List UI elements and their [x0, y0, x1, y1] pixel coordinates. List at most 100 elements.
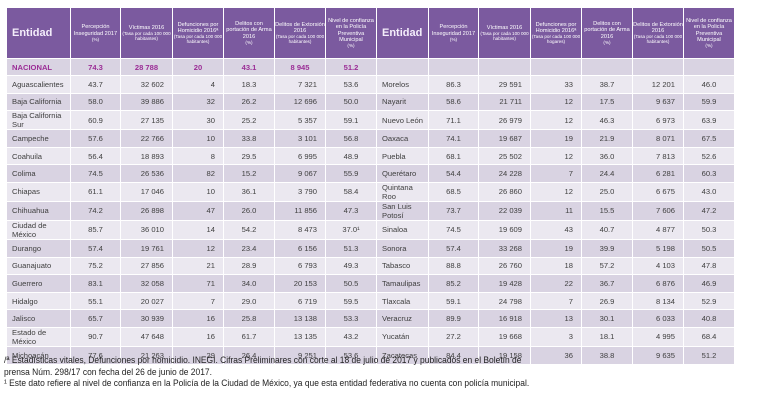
cell-value: 18 [530, 256, 582, 276]
cell-value: 26 860 [478, 181, 531, 202]
cell-value: 22 [530, 274, 582, 293]
cell-value: 7 [172, 291, 224, 311]
cell-value: 30 939 [120, 309, 173, 328]
cell-value: 39 886 [120, 92, 173, 112]
cell-value: 6 675 [632, 181, 684, 202]
cell-value: 6 973 [632, 110, 684, 131]
cell-value: 57.6 [70, 129, 121, 148]
header-right-col-1-subtitle: (Tasa por cada 100 000 habitantes) [480, 31, 529, 42]
cell-value: 26 536 [120, 164, 173, 183]
table-row: Ciudad de México 85.7 36 010 14 54.2 8 473 37.… [6, 219, 735, 240]
cell-value: 82 [172, 164, 224, 183]
header-left-col-4: Delitos de Extorsión 2016 (Tasa por cada … [274, 7, 326, 59]
cell-value: 43.2 [325, 326, 377, 347]
cell-value: 47 648 [120, 326, 173, 347]
cell-value: 12 [530, 92, 582, 112]
cell-value: 47.2 [683, 200, 735, 221]
header-left-col-5-subtitle: (%) [347, 43, 355, 49]
header-left-col-2: Defunciones por Homicidio 2016ª (Tasa por… [172, 7, 224, 59]
cell-value: 53.6 [325, 75, 377, 94]
cell-value: 39.9 [581, 238, 633, 258]
cell-value: 71.1 [428, 110, 479, 131]
cell-value: 24 798 [478, 291, 531, 311]
header-right-col-3-subtitle: (%) [603, 40, 611, 46]
header-right-col-5-subtitle: (%) [705, 43, 713, 49]
table-row: Chiapas 61.1 17 046 10 36.1 3 790 58.4 Quintana… [6, 181, 735, 202]
cell-value: 20 153 [274, 274, 326, 293]
cell-value: 43.7 [70, 75, 121, 94]
cell-value: 55.1 [70, 291, 121, 311]
header-right-col-2-subtitle: (Tasa por cada 100 000 hogares) [531, 34, 581, 45]
state-name: Sinaloa [376, 219, 429, 240]
cell-value: 32 602 [120, 75, 173, 94]
cell-value: 58.4 [325, 181, 377, 202]
cell-value: 9 637 [632, 92, 684, 112]
cell-value: 6 156 [274, 238, 326, 258]
cell-value: 7 [530, 164, 582, 183]
cell-value: 59.1 [428, 291, 479, 311]
cell-value: 5 357 [274, 110, 326, 131]
cell-value: 16 918 [478, 309, 531, 328]
empty-cell [376, 58, 429, 76]
cell-value: 12 696 [274, 92, 326, 112]
cell-value: 13 [530, 309, 582, 328]
header-left-col-0-subtitle: (%) [91, 36, 100, 42]
header-left-col-3-subtitle: (%) [245, 40, 253, 46]
cell-value: 12 [530, 110, 582, 131]
state-name: Coahuila [6, 146, 71, 166]
cell-value: 68.1 [428, 146, 479, 166]
cell-value: 29.5 [223, 146, 275, 166]
cell-value: 74.2 [70, 200, 121, 221]
header-right-col-4-title: Delitos de Extorsión 2016 [633, 21, 683, 34]
footnote-a-line1: /ª Estadísticas vitales, Defunciones por… [4, 355, 522, 366]
header-entidad-left-title: Entidad [12, 26, 53, 39]
cell-value: 15.2 [223, 164, 275, 183]
cell-value: 19 428 [478, 274, 531, 293]
empty-cell [478, 58, 531, 76]
header-entidad-right: Entidad [376, 7, 429, 59]
cell-value: 27.2 [428, 326, 479, 347]
state-name: Chiapas [6, 181, 71, 202]
cell-value: 59.1 [325, 110, 377, 131]
cell-value: 3 [530, 326, 582, 347]
cell-value: 50.3 [683, 219, 735, 240]
cell-value: 68.5 [428, 181, 479, 202]
cell-value: 33 [530, 75, 582, 94]
cell-value: 36 [530, 345, 582, 365]
empty-cell [683, 58, 735, 76]
cell-value: 4 995 [632, 326, 684, 347]
cell-value: 86.3 [428, 75, 479, 94]
cell-value: 9 635 [632, 345, 684, 365]
state-name: Oaxaca [376, 129, 429, 148]
cell-value: 46.3 [581, 110, 633, 131]
header-right-col-3-title: Delitos con portación de Arma 2016 [584, 20, 630, 40]
cell-value: 6 876 [632, 274, 684, 293]
cell-value: 4 [172, 75, 224, 94]
cell-value: 36.7 [581, 274, 633, 293]
cell-value: 30.1 [581, 309, 633, 328]
header-right-col-4-subtitle: (Tasa por cada 100 000 habitantes) [633, 34, 683, 45]
cell-value: 47 [172, 200, 224, 221]
cell-value: 57.2 [581, 256, 633, 276]
cell-value: 89.9 [428, 309, 479, 328]
cell-value: 26.4 [223, 345, 275, 365]
header-left-col-2-subtitle: (Tasa por cada 100 000 habitantes) [173, 34, 223, 45]
cell-value: 18.3 [223, 75, 275, 94]
header-right-col-0-title: Percepción Inseguridad 2017 [431, 24, 476, 37]
cell-value: 63.9 [683, 110, 735, 131]
cell-value: 68.4 [683, 326, 735, 347]
cell-value: 29 591 [478, 75, 531, 94]
cell-value: 56.8 [325, 129, 377, 148]
table-row: Michoacán 77.6 21 263 29 26.4 9 251 53.6 Zacate… [6, 345, 735, 365]
cell-value: 17 046 [120, 181, 173, 202]
cell-value: 83.1 [70, 274, 121, 293]
cell-value: 47.8 [683, 256, 735, 276]
cell-value: 7 [530, 291, 582, 311]
cell-value: 38.8 [581, 345, 633, 365]
cell-value: 52.6 [683, 146, 735, 166]
cell-value: 16 [172, 326, 224, 347]
cell-value: 3 101 [274, 129, 326, 148]
state-name: Yucatán [376, 326, 429, 347]
header-left-col-4-title: Delitos de Extorsión 2016 [275, 21, 325, 34]
cell-value: 53.6 [325, 345, 377, 365]
